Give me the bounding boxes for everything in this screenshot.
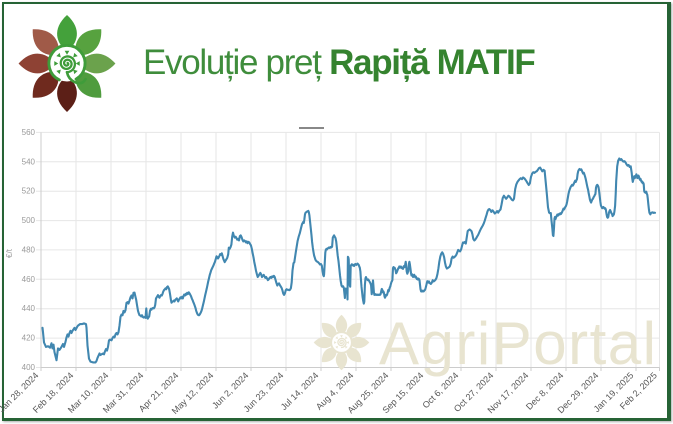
svg-text:520: 520 [22, 187, 36, 196]
svg-text:500: 500 [22, 216, 36, 225]
svg-text:400: 400 [22, 363, 36, 372]
svg-text:€/t: €/t [5, 248, 14, 258]
svg-text:480: 480 [22, 245, 36, 254]
svg-text:440: 440 [22, 304, 36, 313]
svg-text:540: 540 [22, 157, 36, 166]
svg-text:560: 560 [22, 128, 36, 137]
svg-text:460: 460 [22, 275, 36, 284]
svg-text:420: 420 [22, 334, 36, 343]
svg-text:AgriPortal: AgriPortal [379, 310, 657, 377]
